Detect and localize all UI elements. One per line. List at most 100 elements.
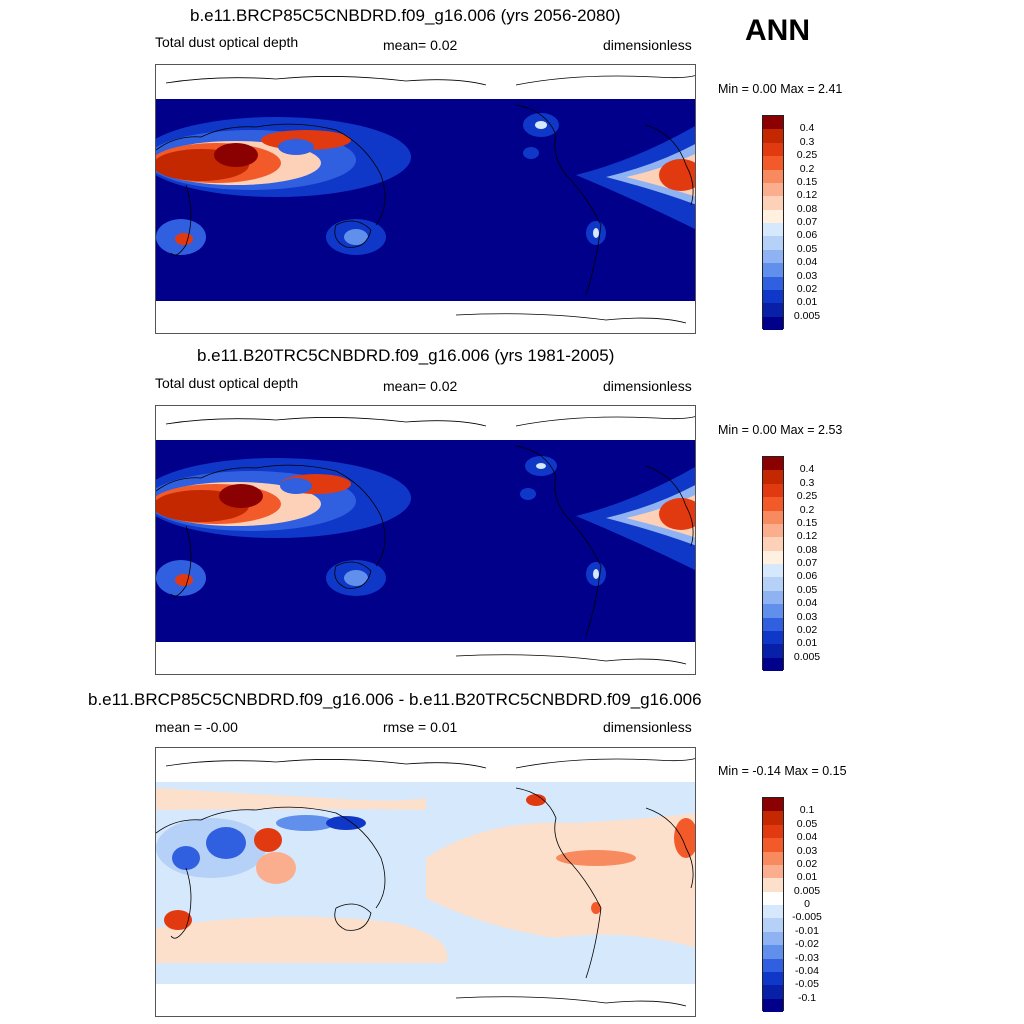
panel-1-map — [155, 64, 696, 334]
colorbar-label: -0.01 — [795, 925, 819, 937]
colorbar-swatch — [763, 156, 783, 170]
colorbar-label: 0.4 — [799, 463, 815, 475]
colorbar-label: 0.4 — [799, 122, 815, 134]
colorbar-swatch — [763, 263, 783, 277]
colorbar-label: 0.08 — [796, 203, 818, 215]
colorbar-swatch — [763, 129, 783, 143]
panel-3-minmax: Min = -0.14 Max = 0.15 — [718, 764, 847, 778]
colorbar-label: 0.04 — [796, 256, 818, 268]
colorbar-swatch — [763, 182, 783, 197]
dust-field-southern-sources — [156, 560, 606, 596]
colorbar-label: 0.25 — [796, 149, 818, 161]
colorbar-label: 0.005 — [793, 651, 821, 663]
colorbar-label: -0.1 — [797, 992, 817, 1004]
colorbar-swatch — [763, 630, 783, 645]
colorbar-swatch — [763, 617, 783, 631]
colorbar-swatch — [763, 971, 783, 986]
colorbar-swatch — [763, 604, 783, 618]
panel-2-variable-label: Total dust optical depth — [155, 375, 299, 391]
dust-field-africa-asia — [156, 117, 411, 197]
colorbar-swatch — [763, 316, 783, 330]
colorbar-swatch — [763, 116, 783, 130]
colorbar-label: 0.01 — [796, 296, 818, 308]
colorbar-label: 0.03 — [796, 611, 818, 623]
colorbar-swatch — [763, 824, 783, 839]
colorbar-label: 0.05 — [796, 584, 818, 596]
colorbar-swatch — [763, 457, 783, 471]
colorbar-label: -0.02 — [795, 938, 819, 950]
colorbar-label: 0.03 — [796, 270, 818, 282]
colorbar-swatch — [763, 249, 783, 264]
colorbar-swatch — [763, 523, 783, 538]
colorbar-label: -0.005 — [792, 911, 822, 923]
panel-2-minmax: Min = 0.00 Max = 2.53 — [718, 423, 843, 437]
colorbar-swatch — [763, 550, 783, 564]
colorbar-label: 0.3 — [799, 136, 815, 148]
colorbar-swatch — [763, 864, 783, 879]
colorbar-label: 0.05 — [796, 818, 818, 830]
colorbar-label: 0.02 — [796, 858, 818, 870]
colorbar-swatch — [763, 303, 783, 317]
panel-3-units-label: dimensionless — [603, 719, 692, 735]
colorbar-swatch — [763, 590, 783, 605]
coastlines — [156, 758, 695, 1007]
colorbar-label: 0.03 — [796, 845, 818, 857]
colorbar-swatch — [763, 838, 783, 852]
colorbar-label: 0.01 — [796, 637, 818, 649]
colorbar-label: 0.08 — [796, 544, 818, 556]
colorbar-swatch — [763, 577, 783, 591]
panel-1-mean-label: mean= 0.02 — [383, 37, 458, 53]
colorbar-label: 0.06 — [796, 229, 818, 241]
colorbar-swatch — [763, 945, 783, 959]
colorbar-swatch — [763, 811, 783, 825]
colorbar-swatch — [763, 851, 783, 865]
colorbar-swatch — [763, 891, 783, 905]
colorbar-label: -0.05 — [795, 978, 819, 990]
colorbar-label: 0.005 — [793, 310, 821, 322]
colorbar-label: 0.01 — [796, 871, 818, 883]
colorbar-swatch — [763, 169, 783, 183]
colorbar-label: 0.02 — [796, 283, 818, 295]
panel-1-minmax: Min = 0.00 Max = 2.41 — [718, 82, 843, 96]
colorbar-label: 0.005 — [793, 885, 821, 897]
colorbar-swatch — [763, 931, 783, 946]
colorbar-label: 0.2 — [799, 163, 815, 175]
coastlines — [156, 416, 695, 665]
colorbar-swatch — [763, 223, 783, 237]
colorbar-label: 0.12 — [796, 530, 818, 542]
panel-1-colorbar — [762, 115, 784, 330]
colorbar-swatch — [763, 878, 783, 892]
colorbar-swatch — [763, 644, 783, 658]
colorbar-label: 0.04 — [796, 597, 818, 609]
colorbar-label: 0.25 — [796, 490, 818, 502]
panel-2-map — [155, 405, 696, 675]
panel-3-title: b.e11.BRCP85C5CNBDRD.f09_g16.006 - b.e11… — [88, 690, 702, 709]
colorbar-label: 0.06 — [796, 570, 818, 582]
colorbar-label: 0.2 — [799, 504, 815, 516]
colorbar-label: 0.12 — [796, 189, 818, 201]
panel-1-units-label: dimensionless — [603, 37, 692, 53]
coastlines — [156, 75, 695, 324]
colorbar-swatch — [763, 537, 783, 551]
panel-3-colorbar — [762, 797, 784, 1012]
colorbar-swatch — [763, 209, 783, 223]
colorbar-swatch — [763, 564, 783, 578]
colorbar-swatch — [763, 142, 783, 157]
dust-field-southern-sources — [156, 219, 606, 255]
colorbar-swatch — [763, 196, 783, 210]
panel-1-title: b.e11.BRCP85C5CNBDRD.f09_g16.006 (yrs 20… — [190, 6, 621, 25]
panel-2-title: b.e11.B20TRC5CNBDRD.f09_g16.006 (yrs 198… — [197, 346, 615, 365]
colorbar-label: 0.04 — [796, 831, 818, 843]
colorbar-label: -0.04 — [795, 965, 819, 977]
difference-field — [156, 788, 695, 963]
panel-3-mean-label: mean = -0.00 — [155, 719, 238, 735]
colorbar-label: 0.07 — [796, 557, 818, 569]
season-label: ANN — [745, 14, 810, 47]
panel-2-colorbar — [762, 456, 784, 671]
colorbar-swatch — [763, 905, 783, 919]
colorbar-label: -0.03 — [795, 952, 819, 964]
dust-field-americas-atlantic — [520, 456, 695, 571]
panel-3-map — [155, 747, 696, 1017]
panel-2-units-label: dimensionless — [603, 378, 692, 394]
panel-2-mean-label: mean= 0.02 — [383, 378, 458, 394]
